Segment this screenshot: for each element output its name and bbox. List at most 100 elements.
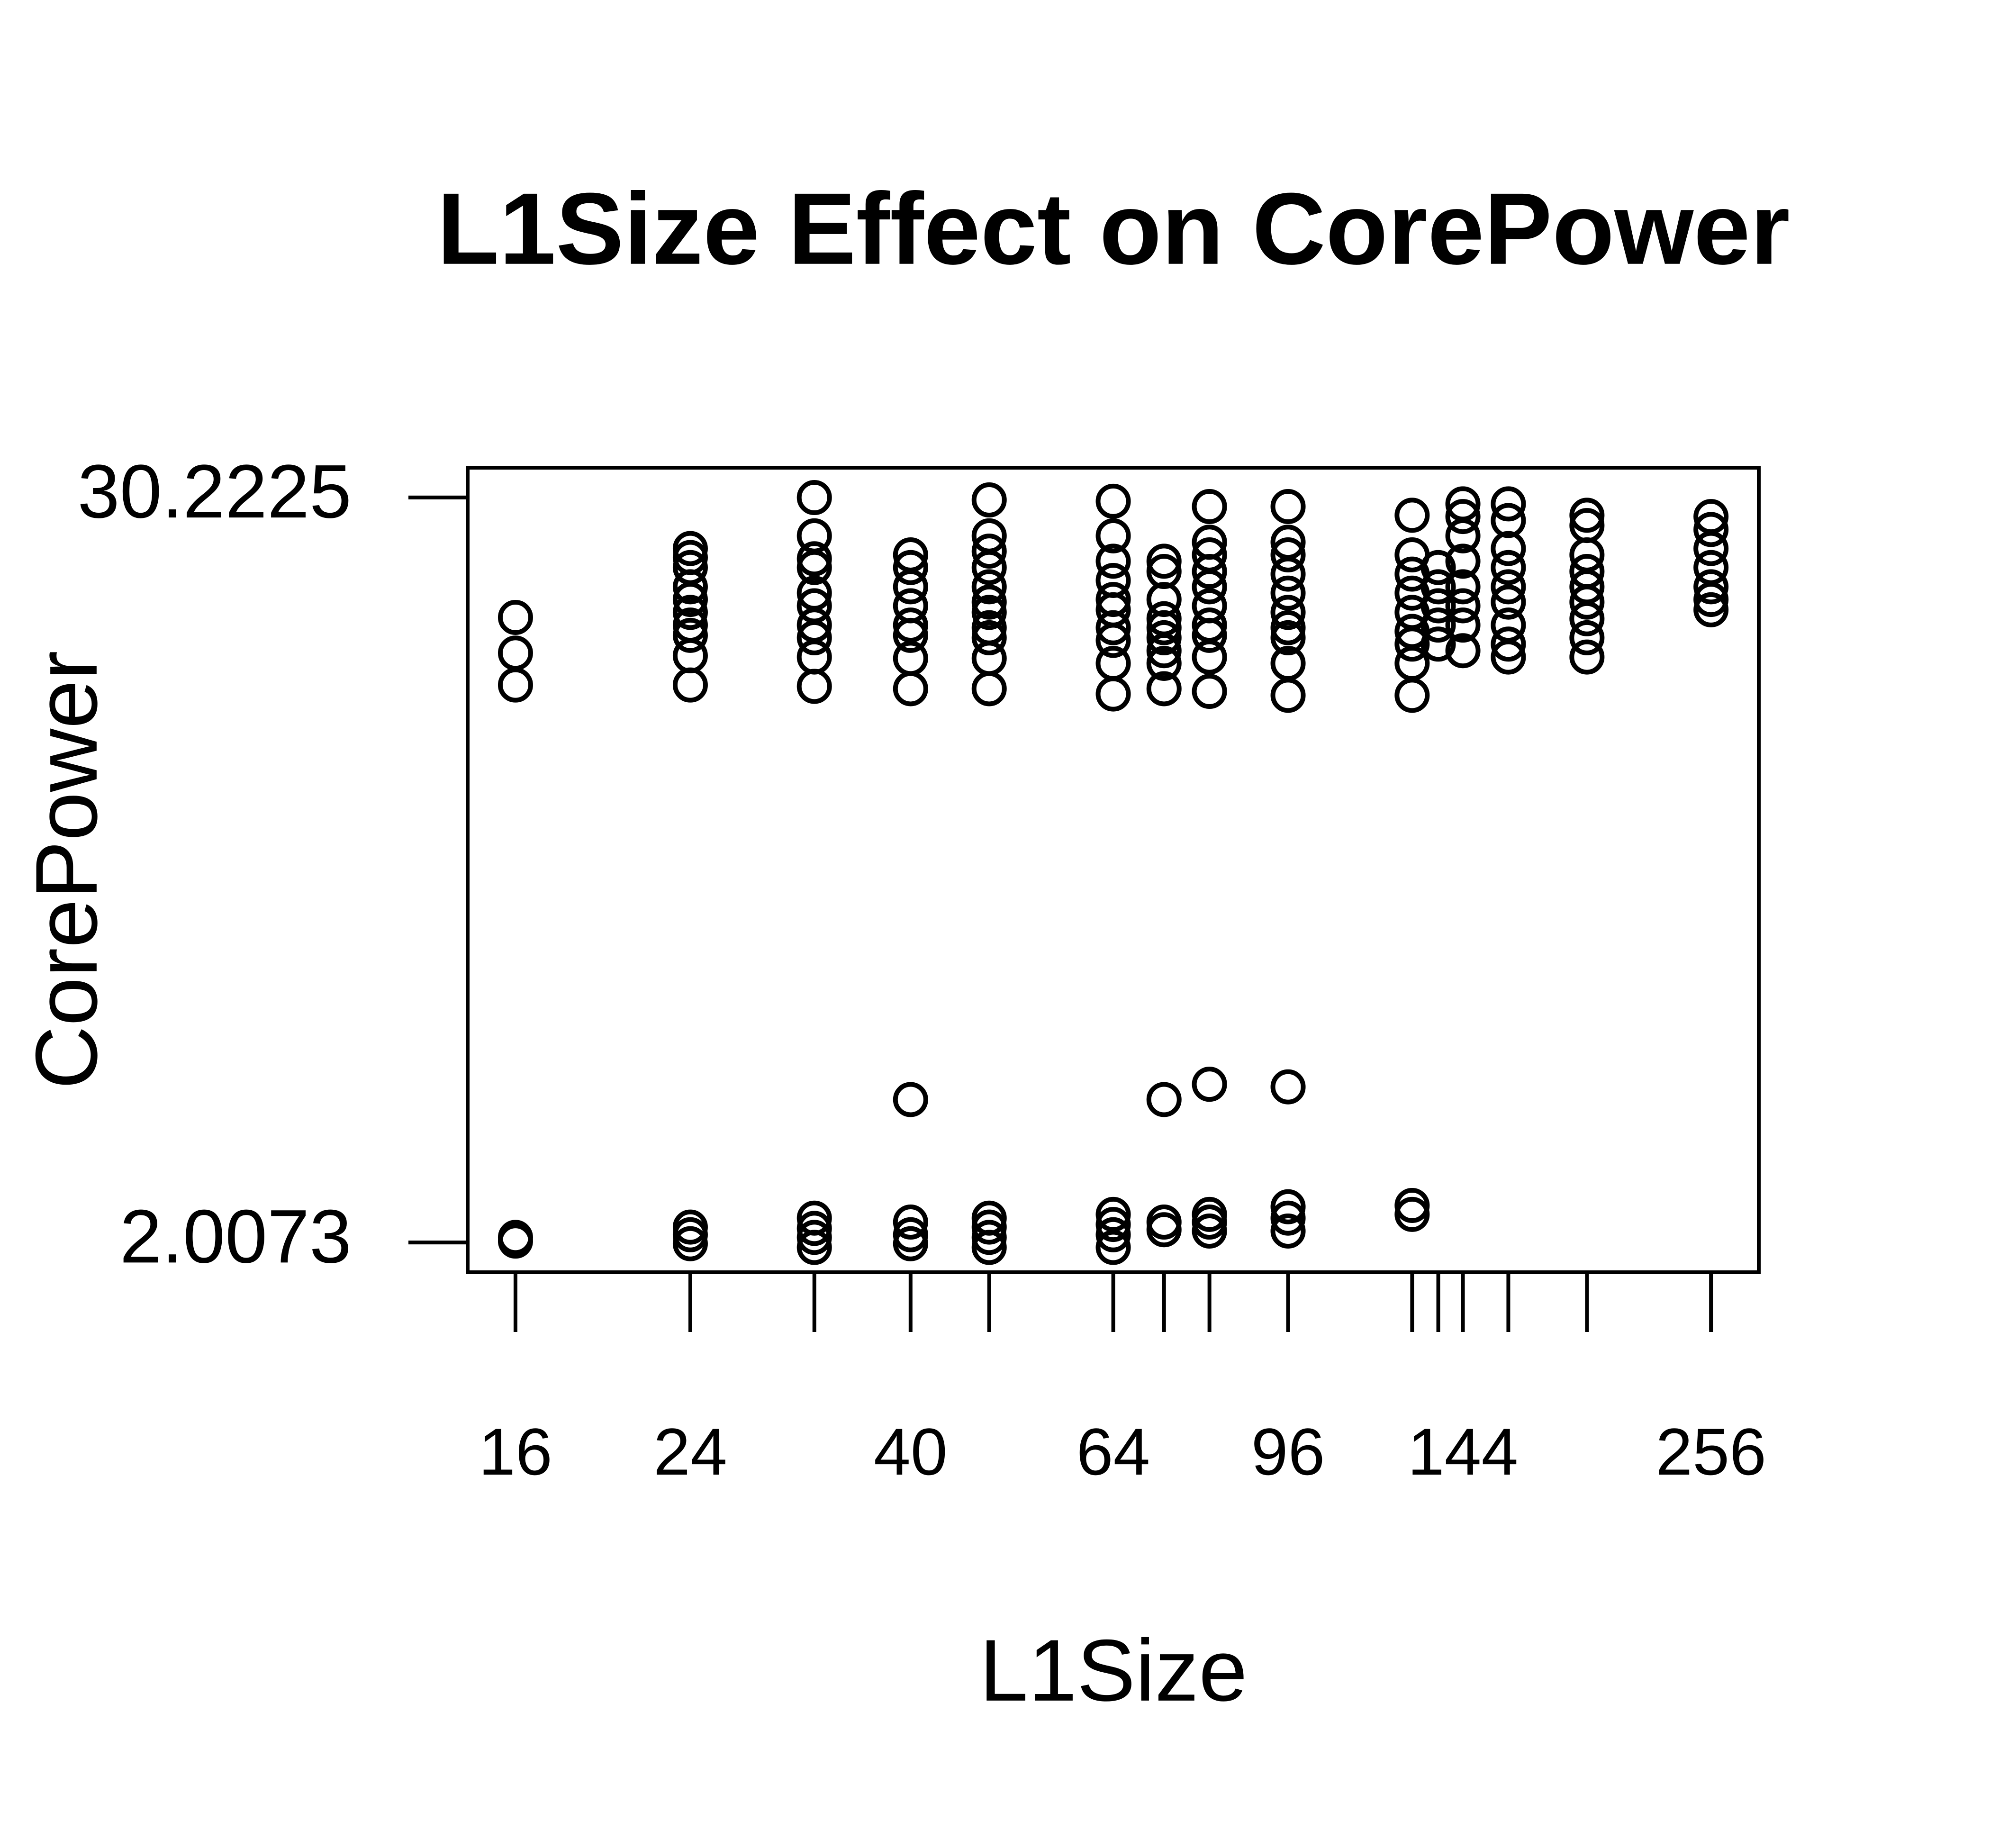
point: [971, 620, 1007, 655]
point: [1192, 1205, 1227, 1240]
point: [796, 620, 832, 655]
point: [1192, 554, 1227, 589]
point: [672, 569, 708, 605]
point: [1146, 1082, 1182, 1117]
x-tick-label: 24: [653, 1414, 727, 1489]
point: [1270, 610, 1306, 645]
point: [1192, 639, 1227, 675]
point: [1693, 512, 1729, 547]
point: [893, 671, 928, 707]
point: [971, 595, 1007, 630]
point: [796, 550, 832, 585]
point: [796, 669, 832, 704]
point: [1569, 584, 1605, 620]
point: [971, 584, 1007, 620]
point: [971, 1220, 1007, 1255]
point: [1095, 518, 1131, 553]
point: [672, 1226, 708, 1261]
point: [1146, 544, 1182, 579]
y-tick-label: 30.2225: [78, 449, 352, 534]
point: [1095, 676, 1131, 712]
point: [1146, 671, 1182, 707]
point: [1146, 633, 1182, 669]
point: [1192, 617, 1227, 653]
point: [893, 617, 928, 653]
point: [1445, 569, 1481, 605]
point: [1095, 544, 1131, 579]
point: [1270, 575, 1306, 611]
point: [1569, 498, 1605, 533]
point: [893, 569, 928, 605]
point: [498, 667, 533, 703]
point: [1420, 569, 1456, 605]
point: [971, 534, 1007, 569]
point: [1394, 498, 1430, 533]
point: [672, 667, 708, 703]
point: [1192, 674, 1227, 709]
point: [1420, 607, 1456, 643]
point: [1491, 626, 1526, 662]
point: [672, 582, 708, 617]
point: [1394, 678, 1430, 713]
point: [971, 1230, 1007, 1265]
x-tick-label: 144: [1408, 1414, 1519, 1489]
point: [1445, 588, 1481, 624]
point: [1270, 1214, 1306, 1249]
point: [1270, 678, 1306, 713]
point: [971, 1209, 1007, 1245]
point: [1491, 584, 1526, 620]
x-tick-label: 16: [479, 1414, 552, 1489]
point: [1445, 633, 1481, 669]
point: [1270, 556, 1306, 592]
point: [1270, 1200, 1306, 1236]
x-tick-label: 64: [1076, 1414, 1150, 1489]
point: [1095, 610, 1131, 645]
point: [1420, 626, 1456, 662]
point: [1095, 1230, 1131, 1265]
point: [1491, 550, 1526, 585]
x-axis-title: L1Size: [979, 1622, 1248, 1720]
point: [971, 482, 1007, 518]
point: [1095, 1207, 1131, 1242]
point: [893, 607, 928, 643]
point: [1569, 601, 1605, 636]
x-tick-label: 96: [1251, 1414, 1325, 1489]
point: [1445, 607, 1481, 643]
point: [1146, 645, 1182, 681]
point: [1270, 489, 1306, 524]
point: [1569, 639, 1605, 675]
point: [1445, 518, 1481, 553]
plot-frame: [466, 466, 1761, 1274]
point: [498, 600, 533, 635]
y-tick-label: 2.0073: [120, 1194, 352, 1278]
point: [1146, 620, 1182, 655]
point: [1095, 483, 1131, 519]
point: [1095, 623, 1131, 658]
point: [1693, 592, 1729, 627]
chart-title: L1Size Effect on CorePower: [437, 172, 1790, 286]
point: [971, 550, 1007, 585]
point: [1095, 1196, 1131, 1232]
point: [796, 1220, 832, 1255]
point: [796, 1211, 832, 1246]
point: [1270, 595, 1306, 630]
point: [971, 569, 1007, 605]
point: [1270, 1189, 1306, 1224]
point: [1192, 1067, 1227, 1102]
point: [1270, 620, 1306, 655]
point: [796, 480, 832, 516]
point: [1491, 639, 1526, 675]
point: [1420, 588, 1456, 624]
point: [672, 1217, 708, 1252]
point: [893, 550, 928, 585]
point: [893, 1082, 928, 1117]
point: [1445, 544, 1481, 579]
point: [1270, 537, 1306, 572]
point: [1569, 620, 1605, 655]
point: [1491, 486, 1526, 522]
point: [1146, 1212, 1182, 1248]
point: [1420, 550, 1456, 585]
point: [1491, 531, 1526, 566]
point: [796, 1230, 832, 1265]
